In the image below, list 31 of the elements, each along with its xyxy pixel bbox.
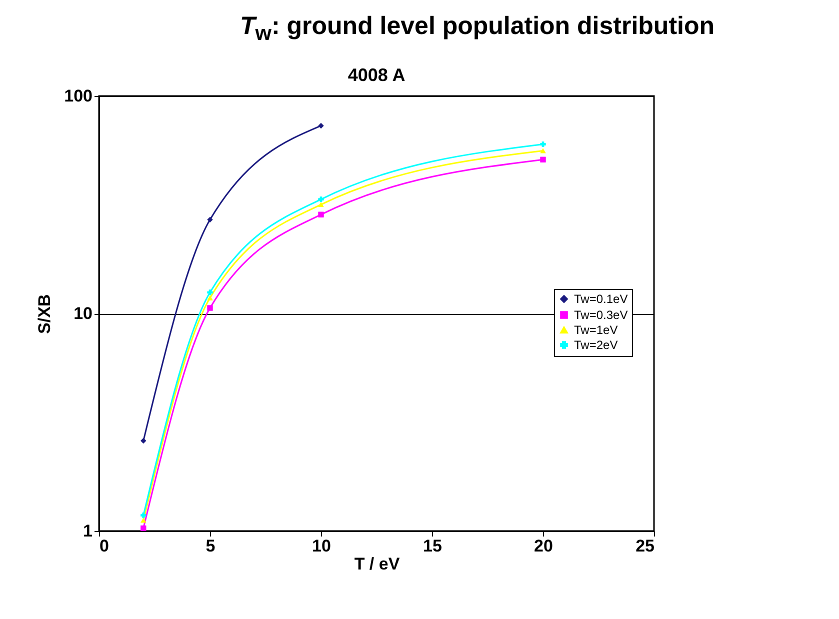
x-tick-label: 10 <box>312 536 331 556</box>
point <box>140 438 146 444</box>
x-tick-label: 5 <box>206 536 216 556</box>
point <box>207 290 213 296</box>
point <box>207 295 213 300</box>
point <box>318 202 324 207</box>
point <box>140 518 146 523</box>
x-tick-label: 0 <box>100 536 109 556</box>
point <box>540 148 546 154</box>
y-tick-label: 10 <box>74 304 92 323</box>
y-tick-label: 100 <box>64 86 92 106</box>
point <box>540 142 546 147</box>
point <box>140 512 146 518</box>
point <box>140 525 146 531</box>
legend-label: Tw=2eV <box>574 338 618 352</box>
x-tick-label: 20 <box>534 536 553 556</box>
legend-label: Tw=1eV <box>574 323 618 337</box>
legend-label: Tw=0.3eV <box>574 308 628 322</box>
point <box>318 196 324 202</box>
y-axis-title: S/XB <box>35 294 54 334</box>
point <box>318 122 324 128</box>
chart-title: T$_{w}$: ground level population distribution <box>240 12 716 46</box>
x-axis-title: T / eV <box>354 554 400 574</box>
point <box>207 216 213 222</box>
y-tick-label: 1 <box>83 522 92 540</box>
x-tick-label: 15 <box>423 536 442 556</box>
point <box>540 156 546 162</box>
point <box>318 212 324 218</box>
x-tick-label: 25 <box>636 536 654 556</box>
legend-label: Tw=0.1eV <box>574 292 628 306</box>
chart-subtitle: 4008 A <box>348 65 406 85</box>
